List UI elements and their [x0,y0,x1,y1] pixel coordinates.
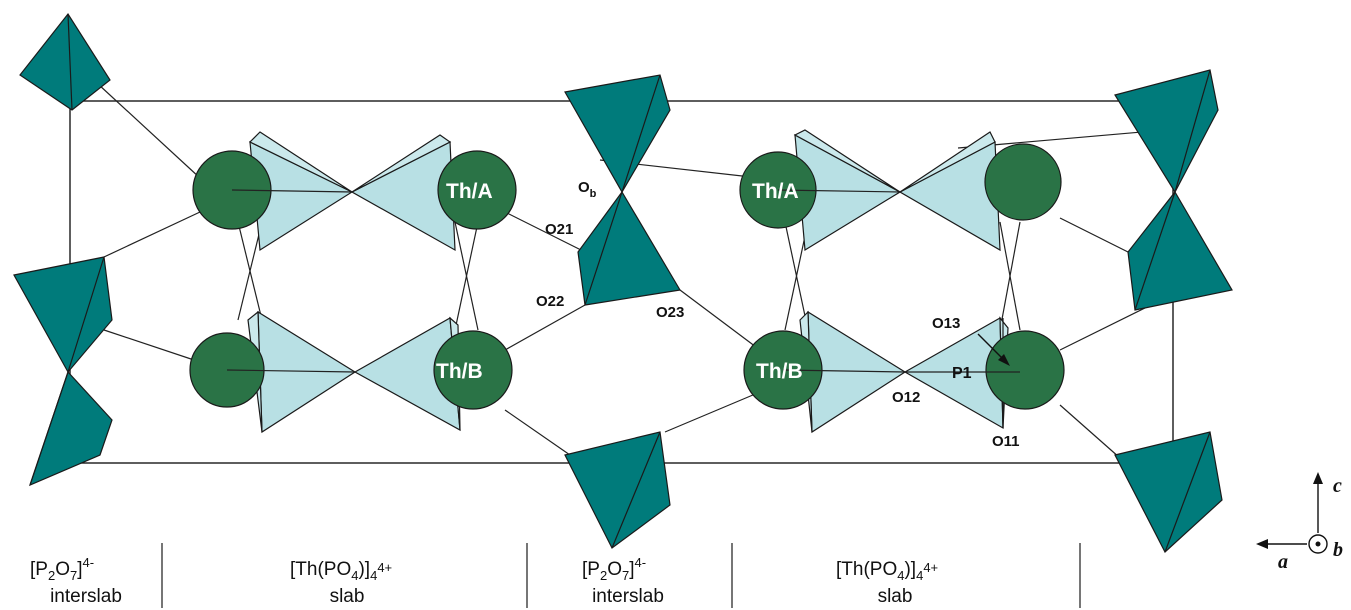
o21-label: O21 [545,221,573,238]
th-b-label-left: Th/B [436,360,483,383]
p2o7-tetrahedron [29,370,113,487]
p2o7-tetrahedron [564,74,671,194]
th-atom [984,143,1062,221]
region-separators [161,543,1081,608]
o11-label: O11 [992,433,1020,450]
svg-text:[Th(PO4)]44+: [Th(PO4)]44+ [836,559,938,583]
th-b-label-right: Th/B [756,360,803,383]
th-a-label-right: Th/A [752,180,799,203]
region-label-2: [Th(PO4)]44+ slab [290,559,392,607]
pyrophosphate-tetrahedra [13,12,1233,553]
th-atom [433,330,513,410]
svg-text:[P2O7]4-: [P2O7]4- [582,555,646,583]
p2o7-tetrahedron [1114,431,1223,553]
p2o7-tetrahedron [564,431,671,549]
p2o7-tetrahedron [19,12,111,111]
region-label-4: [Th(PO4)]44+ slab [836,559,938,607]
thorium-atoms [189,143,1065,410]
axis-b-label: b [1333,539,1343,561]
th-a-label-left: Th/A [446,180,493,203]
o13-arrow [977,333,1010,366]
svg-text:slab: slab [330,586,365,607]
ob-label: Ob [578,179,597,200]
svg-text:[P2O7]4-: [P2O7]4- [30,555,94,583]
svg-text:slab: slab [878,586,913,607]
p1-label: P1 [952,365,972,382]
th-atom [437,150,517,230]
o23-label: O23 [656,304,684,321]
p2o7-tetrahedron [1114,69,1219,194]
p2o7-tetrahedron [577,190,681,306]
o12-label: O12 [892,389,920,406]
po4-tetrahedron [248,131,353,193]
p2o7-tetrahedron [1127,190,1233,311]
p2o7-tetrahedron [13,256,113,374]
axes-indicator: c a b [1256,472,1343,573]
th-atom [985,330,1065,410]
region-label-3: [P2O7]4- interslab [582,555,664,607]
o22-label: O22 [536,293,564,310]
svg-text:interslab: interslab [50,586,122,607]
axis-c-label: c [1333,475,1342,497]
svg-text:[Th(PO4)]44+: [Th(PO4)]44+ [290,559,392,583]
po4-tetrahedron [793,129,901,193]
region-label-1: [P2O7]4- interslab [30,555,122,607]
po4-tetrahedron [351,134,452,193]
overlay-bonds [226,189,1020,373]
svg-text:interslab: interslab [592,586,664,607]
o13-label: O13 [932,315,960,332]
po4-tetrahedron [899,131,996,193]
axis-a-label: a [1278,551,1288,573]
